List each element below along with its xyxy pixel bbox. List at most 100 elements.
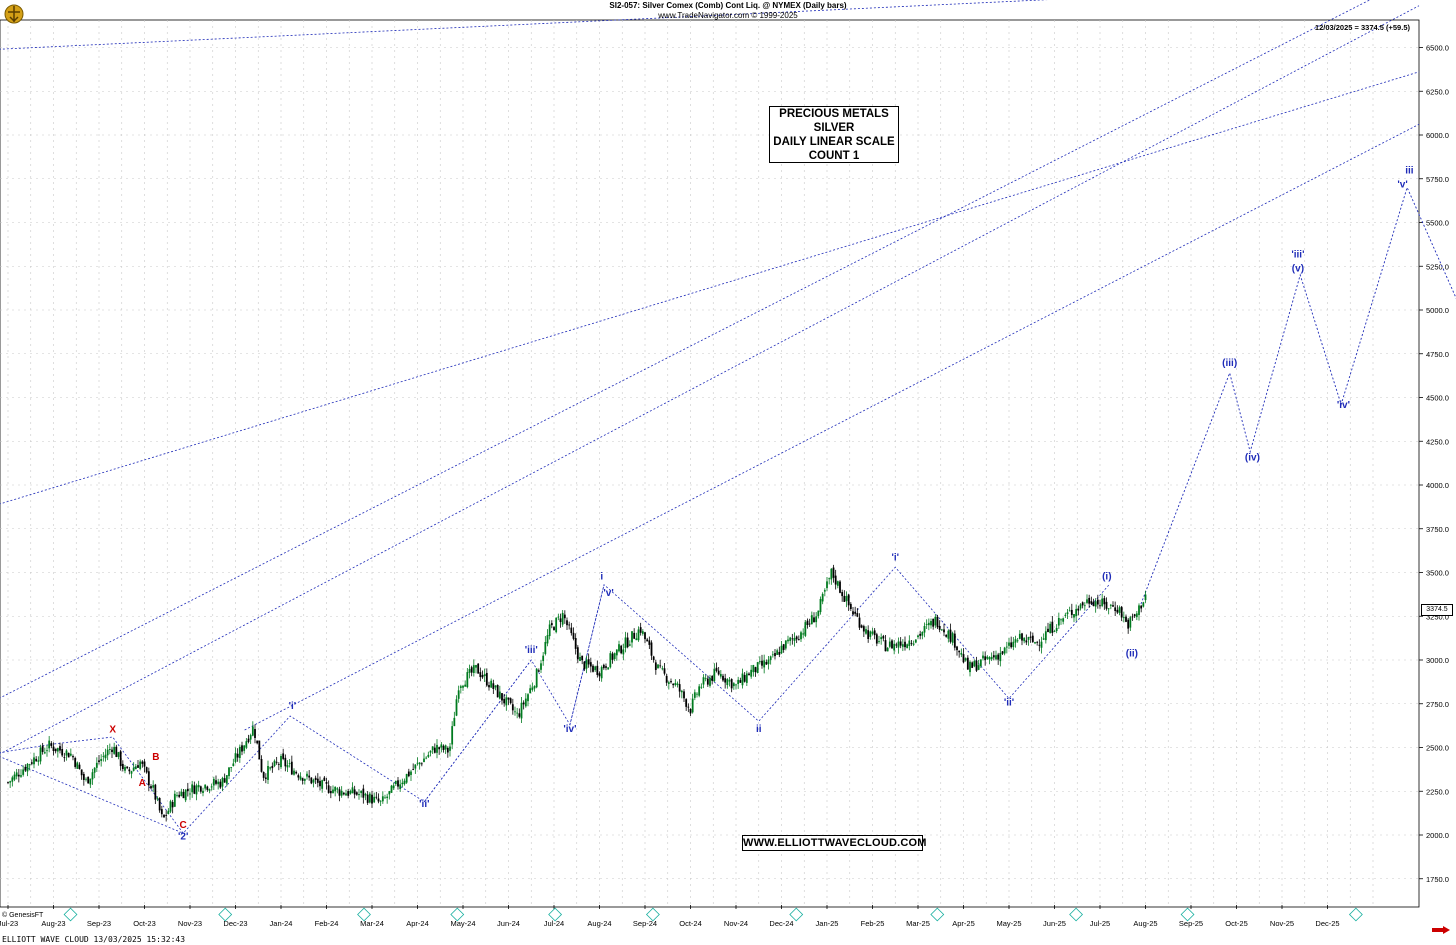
candle-body <box>1086 599 1088 603</box>
candle-body <box>1053 630 1056 632</box>
y-tick-label: 3750.0 <box>1426 525 1449 534</box>
candle-body <box>54 748 57 752</box>
candle-body <box>934 616 937 626</box>
candle-body <box>984 656 987 661</box>
candle-body <box>1021 633 1023 641</box>
candle-body <box>277 764 280 765</box>
candle-body <box>219 781 222 788</box>
candle-body <box>605 666 607 668</box>
candle-body <box>488 685 490 688</box>
candle-body <box>95 762 98 768</box>
candle-body <box>730 679 733 689</box>
candle-body <box>24 766 27 771</box>
last-price-tag: 3374.5 <box>1421 604 1453 616</box>
candle-body <box>884 640 887 652</box>
candle-body <box>953 633 956 648</box>
candle-body <box>115 746 118 757</box>
candle-body <box>748 673 750 676</box>
candle-body <box>275 761 278 763</box>
y-tick-label: 2250.0 <box>1426 787 1449 796</box>
candle-body <box>364 793 367 796</box>
info-line-1: PRECIOUS METALS <box>779 108 889 120</box>
candle-body <box>693 692 696 698</box>
candle-body <box>728 680 731 682</box>
candle-body <box>735 684 737 686</box>
event-marker-icon <box>548 907 563 922</box>
candle-body <box>232 763 235 767</box>
wave-label: C <box>180 820 187 831</box>
candle-body <box>722 675 724 681</box>
candle-body <box>466 672 469 688</box>
scroll-right-arrow-icon[interactable] <box>1432 926 1450 934</box>
candle-body <box>9 781 12 783</box>
candle-body <box>683 691 685 699</box>
candle-body <box>527 694 529 702</box>
candle-body <box>1094 601 1097 607</box>
wave-label: 'ii' <box>1004 698 1014 709</box>
candle-body <box>906 644 909 649</box>
candle-body <box>444 745 447 750</box>
y-tick-label: 4750.0 <box>1426 350 1449 359</box>
candle-body <box>1031 635 1034 642</box>
candle-body <box>1105 601 1108 609</box>
candle-body <box>615 649 618 656</box>
candle-body <box>26 763 29 772</box>
x-tick-label: Jul-23 <box>0 919 18 928</box>
candle-body <box>661 668 664 670</box>
candle-body <box>637 629 640 641</box>
candle-body <box>1040 641 1043 648</box>
wave-label: (i) <box>1102 572 1111 583</box>
candle-body <box>108 748 111 750</box>
candle-body <box>113 746 116 754</box>
candle-body <box>841 592 844 597</box>
candle-body <box>1114 607 1117 611</box>
candle-body <box>750 669 753 677</box>
candle-body <box>167 810 170 814</box>
wave-label: (ii) <box>1126 649 1138 660</box>
candle-body <box>154 784 157 800</box>
candle-body <box>871 631 874 634</box>
candle-body <box>966 657 969 670</box>
candle-body <box>191 784 194 793</box>
candle-body <box>895 644 898 646</box>
candle-body <box>550 623 553 626</box>
candle-body <box>834 575 837 585</box>
candle-body <box>468 669 471 673</box>
candle-body <box>353 789 356 795</box>
candle-body <box>1096 599 1099 605</box>
candle-body <box>563 614 566 619</box>
candle-body <box>319 780 321 787</box>
trade-navigator-logo-icon <box>4 4 24 24</box>
candle-body <box>89 778 92 785</box>
candle-body <box>977 665 980 670</box>
candle-body <box>210 786 213 788</box>
candle-body <box>1070 609 1073 615</box>
trend-line <box>244 123 1420 731</box>
candle-body <box>901 644 904 647</box>
candle-body <box>743 675 746 682</box>
candle-body <box>132 767 135 771</box>
y-tick-label: 5500.0 <box>1426 219 1449 228</box>
candle-body <box>1144 594 1147 601</box>
candle-body <box>518 713 521 717</box>
candle-body <box>784 640 787 649</box>
candle-body <box>631 631 633 643</box>
candle-body <box>33 757 35 765</box>
candle-body <box>152 785 155 788</box>
candle-body <box>832 567 835 578</box>
candle-body <box>230 767 233 768</box>
candle-body <box>524 698 527 707</box>
info-line-4: COUNT 1 <box>808 150 860 162</box>
candle-body <box>407 771 410 777</box>
candle-body <box>377 798 380 802</box>
wave-label: 'i' <box>289 701 297 712</box>
candle-body <box>713 669 716 682</box>
candle-body <box>793 638 796 641</box>
candle-body <box>176 794 178 796</box>
candle-body <box>269 767 272 769</box>
candle-body <box>139 761 142 769</box>
candle-body <box>546 635 549 644</box>
candle-body <box>1027 637 1030 640</box>
candle-body <box>104 754 107 759</box>
candle-body <box>927 622 930 626</box>
